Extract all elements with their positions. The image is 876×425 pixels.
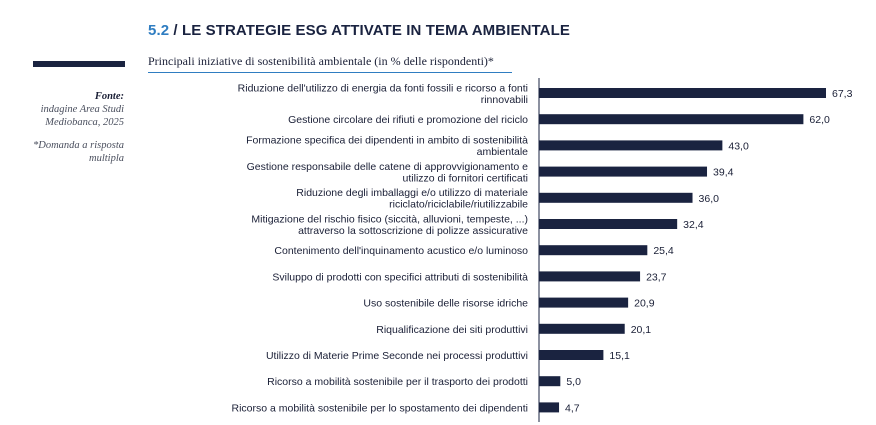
value-label: 39,4 <box>713 167 734 179</box>
category-label: utilizzo di fornitori certificati <box>403 172 528 184</box>
source-note: Fonte: indagine Area Studi Mediobanca, 2… <box>14 90 124 165</box>
value-label: 4,7 <box>565 402 580 414</box>
bar <box>539 350 604 360</box>
value-label: 36,0 <box>699 193 720 205</box>
category-label: Gestione circolare dei rifiuti e promozi… <box>288 114 528 126</box>
title-underline <box>148 72 512 73</box>
accent-bar <box>33 61 125 67</box>
category-label: Riqualificazione dei siti produttivi <box>376 324 528 336</box>
value-label: 25,4 <box>653 245 674 257</box>
bar <box>539 245 648 256</box>
bar <box>539 376 561 387</box>
bar <box>539 402 560 413</box>
bar <box>539 166 708 177</box>
section-title: 5.2 / LE STRATEGIE ESG ATTIVATE IN TEMA … <box>148 22 570 39</box>
category-label: rinnovabili <box>481 94 528 106</box>
category-label: Riduzione degli imballaggi e/o utilizzo … <box>296 187 528 199</box>
bar <box>539 140 723 151</box>
source-label: Fonte: <box>94 91 124 102</box>
value-label: 67,3 <box>832 88 853 100</box>
category-label: ambientale <box>477 146 529 158</box>
footnote-line-2: multipla <box>88 153 124 164</box>
source-line-2: Mediobanca, 2025 <box>45 117 124 128</box>
value-label: 15,1 <box>609 350 630 362</box>
section-number: 5.2 <box>148 22 170 39</box>
category-label: Utilizzo di Materie Prime Seconde nei pr… <box>266 350 528 362</box>
category-label: attraverso la sottoscrizione di polizze … <box>298 225 528 237</box>
footnote-line-1: *Domanda a risposta <box>32 140 124 151</box>
category-label: Ricorso a mobilità sostenibile per il tr… <box>267 376 528 388</box>
value-label: 20,1 <box>631 324 652 336</box>
category-label: riciclato/riciclabile/riutilizzabile <box>389 199 528 211</box>
category-label: Riduzione dell'utilizzo di energia da fo… <box>238 82 528 94</box>
source-line-1: indagine Area Studi <box>40 104 124 115</box>
category-label: Sviluppo di prodotti con specifici attri… <box>272 271 528 283</box>
bar <box>539 219 678 229</box>
bar <box>539 88 826 98</box>
value-label: 20,9 <box>634 298 655 310</box>
bar <box>539 271 641 282</box>
category-label: Gestione responsabile delle catene di ap… <box>247 161 529 173</box>
value-label: 62,0 <box>809 114 830 126</box>
value-label: 5,0 <box>566 376 581 388</box>
bar <box>539 114 804 125</box>
value-label: 23,7 <box>646 271 667 283</box>
category-label: Formazione specifica dei dipendenti in a… <box>246 135 528 147</box>
bar <box>539 192 693 203</box>
bar <box>539 323 625 334</box>
chart-title: Principali iniziative di sostenibilità a… <box>148 54 494 68</box>
category-label: Mitigazione del rischio fisico (siccità,… <box>251 213 528 225</box>
category-label: Uso sostenibile delle risorse idriche <box>363 298 528 310</box>
bar <box>539 297 629 308</box>
value-label: 43,0 <box>728 140 749 152</box>
value-label: 32,4 <box>683 219 704 231</box>
category-label: Contenimento dell'inquinamento acustico … <box>274 245 528 257</box>
section-title-text: / LE STRATEGIE ESG ATTIVATE IN TEMA AMBI… <box>169 22 570 39</box>
category-label: Ricorso a mobilità sostenibile per lo sp… <box>231 402 528 414</box>
